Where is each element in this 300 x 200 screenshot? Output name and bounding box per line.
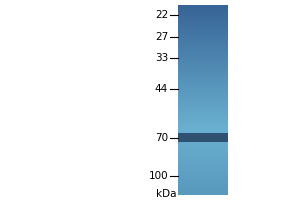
- Text: 27: 27: [155, 32, 168, 42]
- Text: 70: 70: [155, 133, 168, 143]
- Text: 44: 44: [155, 84, 168, 94]
- Text: 22: 22: [155, 10, 168, 20]
- Text: kDa: kDa: [156, 189, 176, 199]
- Text: 33: 33: [155, 53, 168, 63]
- Text: 100: 100: [148, 171, 168, 181]
